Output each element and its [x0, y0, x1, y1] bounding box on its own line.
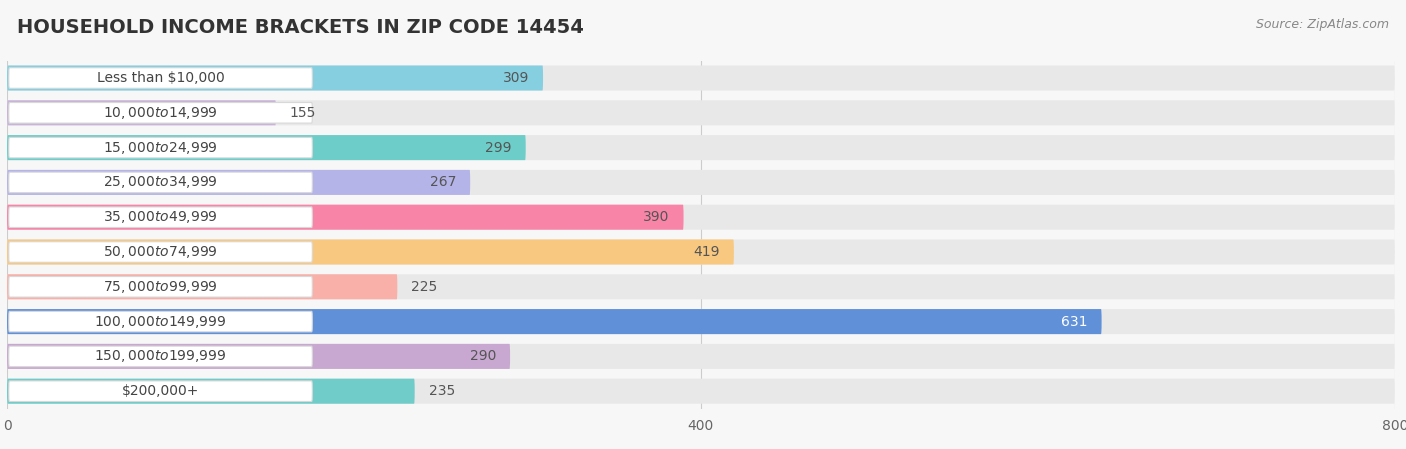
Text: HOUSEHOLD INCOME BRACKETS IN ZIP CODE 14454: HOUSEHOLD INCOME BRACKETS IN ZIP CODE 14…: [17, 18, 583, 37]
FancyBboxPatch shape: [7, 379, 415, 404]
FancyBboxPatch shape: [8, 242, 312, 262]
FancyBboxPatch shape: [7, 344, 510, 369]
FancyBboxPatch shape: [7, 205, 1395, 230]
FancyBboxPatch shape: [8, 137, 312, 158]
FancyBboxPatch shape: [8, 277, 312, 297]
FancyBboxPatch shape: [7, 379, 1395, 404]
Text: Source: ZipAtlas.com: Source: ZipAtlas.com: [1256, 18, 1389, 31]
FancyBboxPatch shape: [8, 68, 312, 88]
FancyBboxPatch shape: [7, 274, 398, 299]
Text: $25,000 to $34,999: $25,000 to $34,999: [103, 174, 218, 190]
Text: $200,000+: $200,000+: [122, 384, 200, 398]
FancyBboxPatch shape: [7, 66, 543, 91]
FancyBboxPatch shape: [7, 274, 1395, 299]
Text: $15,000 to $24,999: $15,000 to $24,999: [103, 140, 218, 156]
FancyBboxPatch shape: [7, 309, 1101, 334]
Text: 235: 235: [429, 384, 454, 398]
FancyBboxPatch shape: [8, 102, 312, 123]
FancyBboxPatch shape: [7, 135, 1395, 160]
Text: 155: 155: [290, 106, 316, 120]
Text: 299: 299: [485, 141, 512, 154]
FancyBboxPatch shape: [7, 170, 470, 195]
FancyBboxPatch shape: [8, 172, 312, 193]
Text: $35,000 to $49,999: $35,000 to $49,999: [103, 209, 218, 225]
Text: 267: 267: [430, 176, 457, 189]
FancyBboxPatch shape: [7, 100, 276, 125]
FancyBboxPatch shape: [8, 381, 312, 401]
Text: 390: 390: [644, 210, 669, 224]
FancyBboxPatch shape: [7, 66, 1395, 91]
Text: 225: 225: [411, 280, 437, 294]
Text: Less than $10,000: Less than $10,000: [97, 71, 225, 85]
Text: $150,000 to $199,999: $150,000 to $199,999: [94, 348, 226, 365]
FancyBboxPatch shape: [7, 135, 526, 160]
Text: 631: 631: [1062, 315, 1088, 329]
Text: $100,000 to $149,999: $100,000 to $149,999: [94, 313, 226, 330]
Text: $10,000 to $14,999: $10,000 to $14,999: [103, 105, 218, 121]
FancyBboxPatch shape: [7, 100, 1395, 125]
FancyBboxPatch shape: [7, 170, 1395, 195]
FancyBboxPatch shape: [7, 205, 683, 230]
Text: 290: 290: [470, 349, 496, 363]
Text: $50,000 to $74,999: $50,000 to $74,999: [103, 244, 218, 260]
Text: $75,000 to $99,999: $75,000 to $99,999: [103, 279, 218, 295]
Text: 419: 419: [693, 245, 720, 259]
FancyBboxPatch shape: [7, 344, 1395, 369]
FancyBboxPatch shape: [8, 311, 312, 332]
FancyBboxPatch shape: [7, 239, 734, 264]
FancyBboxPatch shape: [8, 207, 312, 228]
FancyBboxPatch shape: [8, 346, 312, 367]
Text: 309: 309: [503, 71, 529, 85]
FancyBboxPatch shape: [7, 309, 1395, 334]
FancyBboxPatch shape: [7, 239, 1395, 264]
